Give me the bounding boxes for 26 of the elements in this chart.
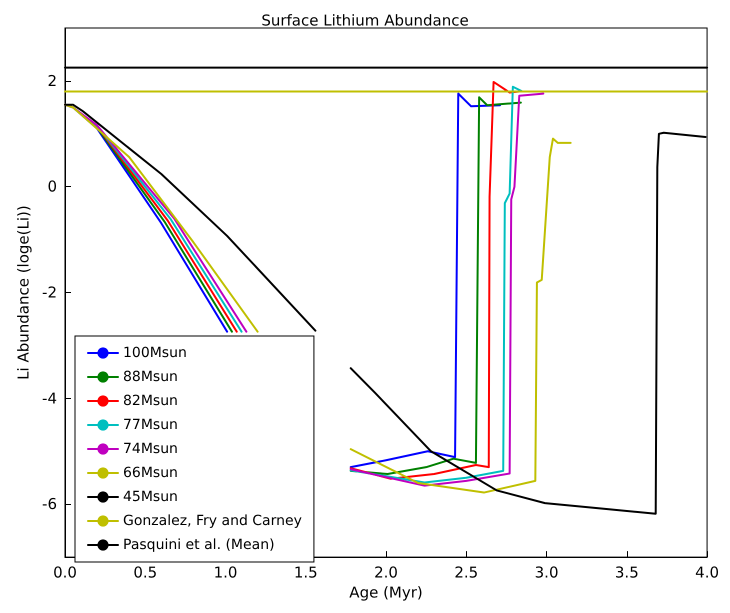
legend-label: 82Msun (123, 393, 178, 409)
legend-label: Pasquini et al. (Mean) (123, 537, 275, 553)
legend-label: 77Msun (123, 417, 178, 433)
y-tick-label: -2 (42, 284, 57, 302)
x-tick-label: 1.0 (214, 564, 238, 582)
x-tick-label: 3.0 (534, 564, 558, 582)
x-tick-label: 0.0 (53, 564, 77, 582)
x-tick-label: 2.5 (454, 564, 478, 582)
legend-label: 45Msun (123, 489, 178, 505)
x-tick-label: 4.0 (695, 564, 719, 582)
x-tick-label: 1.5 (294, 564, 318, 582)
x-axis-title: Age (Myr) (349, 584, 423, 602)
x-tick-label: 0.5 (133, 564, 158, 582)
legend-label: 66Msun (123, 465, 178, 481)
y-tick-label: -4 (42, 389, 57, 408)
y-tick-label: 0 (47, 178, 57, 196)
x-tick-label: 3.5 (614, 564, 639, 582)
legend-label: 88Msun (123, 369, 178, 385)
y-tick-label: -6 (42, 495, 57, 514)
legend-label: 100Msun (123, 345, 187, 361)
legend-label: Gonzalez, Fry and Carney (123, 513, 302, 529)
chart-title: Surface Lithium Abundance (261, 12, 469, 30)
legend-label: 74Msun (123, 441, 178, 457)
x-tick-label: 2.0 (374, 564, 398, 582)
y-axis-title: Li Abundance (loge(Li)) (14, 205, 32, 380)
y-tick-label: 2 (47, 72, 57, 90)
